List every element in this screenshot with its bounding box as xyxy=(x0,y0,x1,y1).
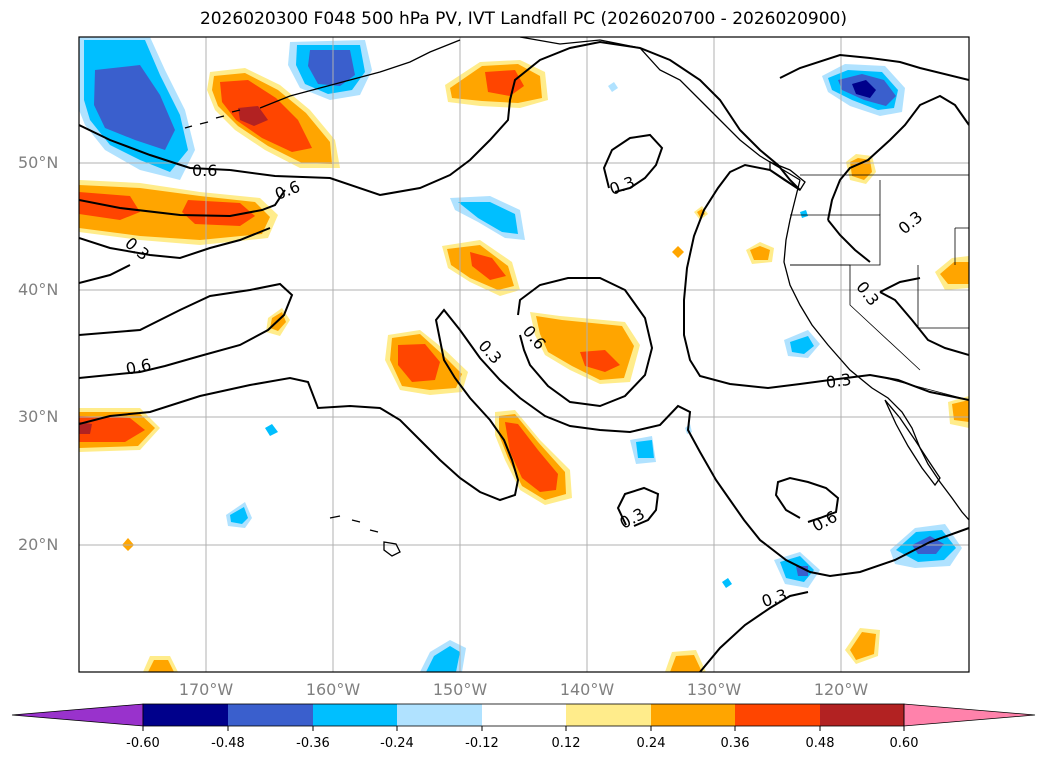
pv-positive-blob xyxy=(580,350,620,372)
pv-positive-blob xyxy=(485,70,524,96)
pv-positive-blob xyxy=(505,422,558,492)
lon-label: 170°W xyxy=(178,680,234,699)
ivt-contour xyxy=(699,591,809,672)
ivt-contours xyxy=(79,40,969,672)
pv-positive-blob xyxy=(398,344,440,382)
alaska-coast xyxy=(259,37,801,181)
pv-positive-blob xyxy=(148,660,174,672)
baja-california xyxy=(884,399,941,487)
state-border xyxy=(790,264,921,371)
state-border xyxy=(954,227,969,265)
pv-negative-blob xyxy=(722,578,732,588)
contour-label: 0.6 xyxy=(192,161,217,180)
pv-negative-blob xyxy=(852,80,876,98)
pv-negative-blob xyxy=(94,65,175,150)
lon-label: 140°W xyxy=(559,680,615,699)
pv-positive-blob xyxy=(79,416,145,442)
ivt-contour xyxy=(879,291,969,356)
pv-negative-blob xyxy=(308,50,355,86)
lon-label: 160°W xyxy=(305,680,361,699)
pv-positive-blob xyxy=(470,252,506,280)
colorbar-label: 0.12 xyxy=(551,736,581,751)
ivt-contour xyxy=(602,133,664,193)
ivt-contour xyxy=(79,124,231,171)
colorbar-label: 0.24 xyxy=(636,736,666,751)
ivt-contour xyxy=(827,94,969,221)
hawaii-islands xyxy=(329,515,401,557)
colorbar-label: 0.48 xyxy=(805,736,835,751)
lat-label: 30°N xyxy=(18,407,59,426)
aleutian-islands xyxy=(184,109,241,129)
ivt-contour xyxy=(79,282,294,379)
lon-label: 150°W xyxy=(432,680,488,699)
pv-positive-blob xyxy=(850,632,876,660)
pv-negative-blob xyxy=(458,202,518,234)
map-frame xyxy=(78,36,970,673)
pv-positive-blob xyxy=(220,80,312,152)
contour-label: 0.6 xyxy=(124,355,153,379)
pv-negative-blob xyxy=(230,507,248,524)
colorbar-label: -0.48 xyxy=(211,736,245,751)
ivt-contour xyxy=(683,163,831,390)
colorbar-label: -0.12 xyxy=(465,736,499,751)
pv-negative-blob xyxy=(426,646,460,672)
colorbar-label: -0.36 xyxy=(296,736,330,751)
pv-negative-blob xyxy=(790,336,814,354)
pv-positive-blob xyxy=(670,655,702,672)
ivt-contour xyxy=(779,53,969,81)
contour-label: 0.3 xyxy=(825,370,853,392)
ivt-contour xyxy=(879,277,921,293)
north-america-west-coast xyxy=(783,179,969,521)
lat-label: 20°N xyxy=(18,535,59,554)
ivt-contour xyxy=(79,227,271,260)
pv-negative-blob xyxy=(608,82,618,92)
lat-label: 50°N xyxy=(18,153,59,172)
lat-label: 40°N xyxy=(18,280,59,299)
map-background xyxy=(79,37,969,672)
ivt-contour xyxy=(229,40,801,197)
pv-positive-blob xyxy=(182,200,255,226)
pv-positive-blob xyxy=(672,246,684,258)
ivt-contour xyxy=(829,373,969,401)
map-title: 2026020300 F048 500 hPa PV, IVT Landfall… xyxy=(199,9,847,29)
colorbar-label: -0.60 xyxy=(126,736,160,751)
ivt-contour xyxy=(774,476,840,523)
ivt-contour xyxy=(517,277,654,408)
ivt-contour xyxy=(827,219,871,263)
pv-negative-blob xyxy=(800,210,808,218)
pv-positive-blob xyxy=(940,262,969,284)
ivt-contour xyxy=(79,264,131,284)
pv-positive-blob xyxy=(79,422,92,434)
colorbar-label: -0.24 xyxy=(380,736,414,751)
colorbar-label: 0.36 xyxy=(720,736,750,751)
gridlines xyxy=(79,37,969,672)
ivt-contour xyxy=(616,486,660,527)
pv-shading xyxy=(79,37,969,672)
pv-positive-blob xyxy=(238,106,268,126)
pv-positive-blob xyxy=(750,246,770,260)
ivt-contour xyxy=(79,189,286,218)
pv-negative-blob xyxy=(265,424,278,436)
pv-negative-blob xyxy=(636,440,654,458)
ivt-contour xyxy=(79,308,969,578)
lon-label: 120°W xyxy=(813,680,869,699)
lon-label: 130°W xyxy=(686,680,742,699)
colorbar-label: 0.60 xyxy=(889,736,919,751)
